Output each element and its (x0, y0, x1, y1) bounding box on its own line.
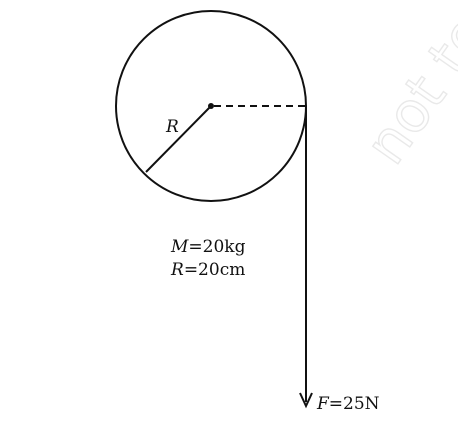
radius-value-label: R=20cm (170, 260, 245, 280)
force-symbol: F (316, 394, 330, 414)
mass-symbol: M (170, 237, 189, 257)
radius-value: =20cm (184, 260, 246, 280)
watermark: not to (353, 3, 458, 176)
force-label: F=25N (316, 394, 380, 414)
radius-symbol-label: R (165, 117, 179, 137)
force-arrow-head (299, 392, 313, 409)
radius-line (145, 105, 212, 173)
mass-value: =20kg (188, 237, 245, 257)
force-value: =25N (329, 394, 380, 414)
mass-label: M=20kg (170, 237, 246, 257)
radius-symbol: R (170, 260, 184, 280)
